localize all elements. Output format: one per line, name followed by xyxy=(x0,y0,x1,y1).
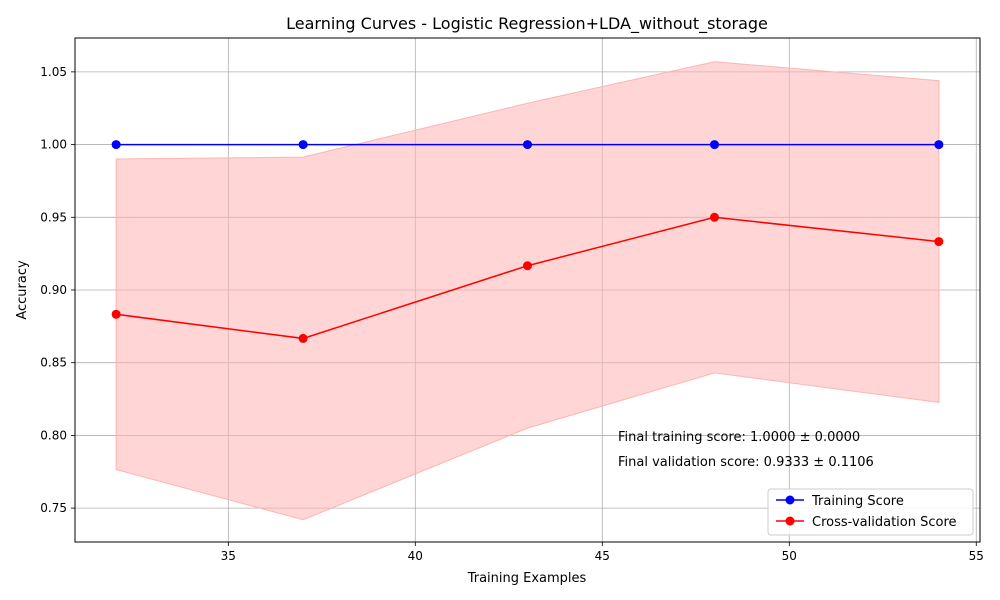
legend-marker-validation xyxy=(785,516,795,526)
series-0-point xyxy=(934,140,944,150)
chart-title: Learning Curves - Logistic Regression+LD… xyxy=(286,14,768,34)
series-1-point xyxy=(523,261,532,271)
y-tick-label: 0.75 xyxy=(40,501,67,515)
legend-label-training: Training Score xyxy=(811,494,904,509)
y-tick-label: 1.05 xyxy=(40,65,67,79)
y-axis-label: Accuracy xyxy=(15,260,30,320)
legend: Training Score Cross-validation Score xyxy=(767,488,974,536)
y-tick-label: 0.85 xyxy=(40,356,67,370)
tick-layer: 35 40 45 50 55 0.75 0.80 0.85 0.90 0.95 1.00 1.05 xyxy=(40,65,984,563)
legend-label-validation: Cross-validation Score xyxy=(812,515,957,530)
series-0-point xyxy=(298,140,308,150)
legend-marker-training xyxy=(785,495,795,505)
series-0-point xyxy=(111,140,121,150)
x-axis-label: Training Examples xyxy=(467,571,587,586)
final-training-score-annotation: Final training score: 1.0000 ± 0.0000 xyxy=(618,430,860,445)
series-1-point xyxy=(298,333,308,343)
series-1-confidence-band xyxy=(115,61,940,521)
series-1-point xyxy=(709,212,719,222)
y-tick-label: 0.90 xyxy=(40,283,67,297)
x-tick-label: 55 xyxy=(969,549,984,563)
y-tick-label: 1.00 xyxy=(40,138,67,152)
x-tick-label: 50 xyxy=(782,549,797,563)
legend-box xyxy=(767,488,974,536)
y-tick-label: 0.95 xyxy=(40,210,67,224)
y-tick-label: 0.80 xyxy=(40,428,67,442)
final-validation-score-annotation: Final validation score: 0.9333 ± 0.1106 xyxy=(618,455,874,470)
series-0-point xyxy=(709,140,719,150)
series-0-point xyxy=(523,140,532,150)
series-1-point xyxy=(934,237,944,247)
series-1-point xyxy=(111,309,121,319)
x-tick-label: 45 xyxy=(595,549,610,563)
x-tick-label: 40 xyxy=(408,549,423,563)
confidence-band-layer xyxy=(115,61,940,521)
series-layer xyxy=(111,140,944,343)
x-tick-label: 35 xyxy=(221,549,236,563)
